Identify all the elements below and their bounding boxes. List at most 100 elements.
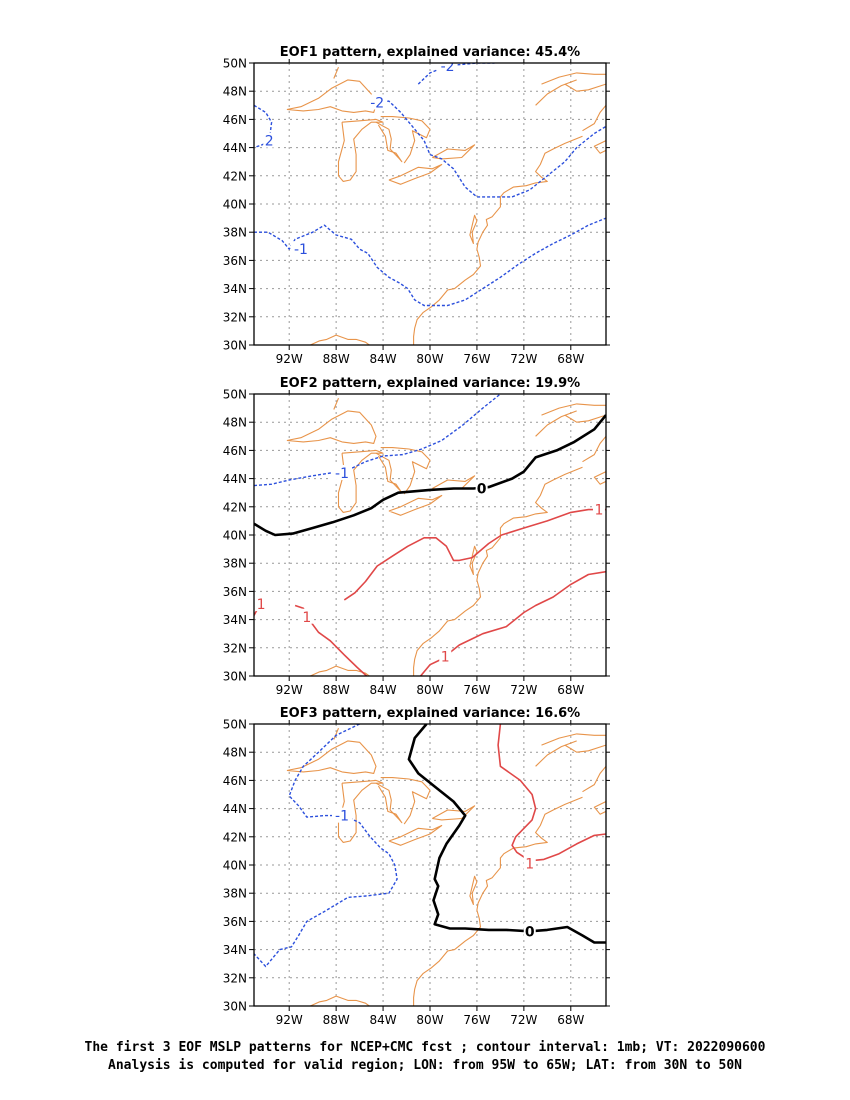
contour-label-bg (439, 648, 452, 664)
y-tick-label: 50N (223, 57, 247, 71)
contour-label-bg (437, 63, 458, 73)
coastline (432, 805, 476, 821)
coastline (413, 466, 583, 676)
coastline (541, 403, 606, 416)
y-tick-label: 48N (223, 416, 247, 430)
contour-label: -1 (335, 809, 349, 825)
y-tick-label: 40N (223, 198, 247, 212)
contour-label: -2 (441, 59, 455, 75)
x-tick-label: 84W (369, 1013, 396, 1027)
y-tick-label: 34N (223, 613, 247, 627)
coastline (286, 740, 377, 774)
y-tick-label: 44N (223, 141, 247, 155)
contour-label: 1 (302, 610, 311, 626)
y-tick-label: 30N (223, 670, 247, 684)
panel-title: EOF1 pattern, explained variance: 45.4% (280, 45, 580, 60)
contour-label-bg (332, 807, 352, 823)
contour-label-bg (523, 923, 536, 939)
y-tick-label: 32N (223, 641, 247, 655)
contour-label: -2 (370, 95, 384, 111)
y-tick-label: 32N (223, 971, 247, 985)
panel-title: EOF3 pattern, explained variance: 16.6% (280, 706, 580, 721)
coastline (310, 995, 371, 1006)
coastline (375, 452, 403, 494)
x-tick-label: 72W (510, 683, 537, 697)
coastline (535, 410, 577, 437)
coastline (337, 118, 384, 182)
contour-label-bg (290, 241, 311, 257)
x-tick-label: 68W (557, 352, 584, 366)
contour-label: -1 (335, 466, 349, 482)
contour-label-bg (367, 94, 388, 110)
contour-label-bg (592, 501, 605, 517)
contour-line-neg (254, 104, 273, 149)
y-tick-label: 48N (223, 85, 247, 99)
y-tick-label: 44N (223, 802, 247, 816)
coastline (413, 135, 583, 345)
y-tick-label: 34N (223, 943, 247, 957)
coastline (380, 447, 431, 495)
coastline (535, 740, 577, 767)
contour-label-bg (332, 464, 352, 480)
coastline (375, 782, 403, 824)
map-area: -1 0 1 (254, 724, 606, 1006)
coastline (535, 79, 577, 106)
contour-label: 2 (265, 134, 274, 150)
y-tick-label: 30N (223, 339, 247, 353)
eof-panel-1: EOF1 pattern, explained variance: 45.4%-… (223, 45, 610, 366)
contour-label: 1 (441, 649, 450, 665)
coastline (541, 72, 606, 85)
y-tick-label: 40N (223, 529, 247, 543)
caption-line-2: Analysis is computed for valid region; L… (108, 1058, 742, 1073)
contour-line-pos (343, 508, 606, 601)
coastline (388, 824, 443, 846)
contour-label-bg (255, 596, 268, 612)
coastline (593, 471, 606, 485)
x-tick-label: 80W (416, 683, 443, 697)
contour-label-bg (475, 480, 488, 496)
x-tick-label: 84W (369, 683, 396, 697)
contour-label: 1 (525, 857, 534, 873)
x-tick-label: 88W (323, 683, 350, 697)
y-tick-label: 32N (223, 310, 247, 324)
map-area: -1 0 1 1 1 1 (254, 394, 606, 676)
coastline (388, 163, 443, 185)
y-tick-label: 38N (223, 887, 247, 901)
contour-label-bg (300, 608, 313, 624)
x-tick-label: 92W (276, 683, 303, 697)
coastline (541, 733, 606, 746)
y-tick-label: 40N (223, 859, 247, 873)
eof-map-figure: EOF1 pattern, explained variance: 45.4%-… (223, 45, 610, 1027)
caption-line-1: The first 3 EOF MSLP patterns for NCEP+C… (84, 1040, 766, 1055)
y-tick-label: 42N (223, 169, 247, 183)
contour-line-neg (254, 394, 501, 487)
contour-label: 0 (525, 924, 535, 940)
x-tick-label: 76W (463, 1013, 490, 1027)
coastline (337, 779, 384, 843)
coastline (469, 545, 478, 576)
coastline (593, 801, 606, 815)
contour-line-zero (254, 414, 606, 537)
panel-title: EOF2 pattern, explained variance: 19.9% (280, 376, 580, 391)
x-tick-label: 76W (463, 352, 490, 366)
y-tick-label: 46N (223, 774, 247, 788)
x-tick-label: 68W (557, 683, 584, 697)
x-tick-label: 92W (276, 1013, 303, 1027)
coastline (333, 66, 340, 79)
coastline (286, 410, 377, 444)
coastline (469, 214, 478, 245)
coastline (582, 104, 606, 132)
y-tick-label: 50N (223, 388, 247, 402)
contour-line-zero (407, 724, 606, 944)
coastline (333, 727, 340, 740)
contour-label: 1 (257, 597, 266, 613)
y-tick-label: 42N (223, 500, 247, 514)
coastline (337, 449, 384, 513)
y-tick-label: 46N (223, 444, 247, 458)
map-area: -2 -2 2 -1 (254, 59, 606, 345)
contour-line-pos (497, 724, 606, 862)
y-tick-label: 36N (223, 254, 247, 268)
coastline (286, 79, 377, 113)
coastline (469, 875, 478, 906)
coastline (593, 140, 606, 154)
